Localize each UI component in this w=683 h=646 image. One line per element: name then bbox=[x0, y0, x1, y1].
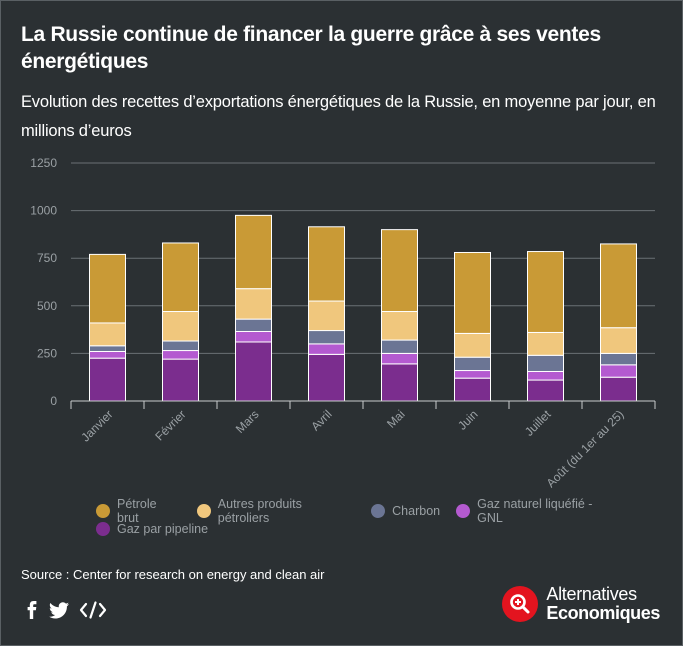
x-tick-label: Juillet bbox=[522, 407, 554, 439]
y-tick-label: 500 bbox=[37, 299, 57, 313]
bar-segment bbox=[162, 358, 199, 402]
legend-item[interactable]: Gaz par pipeline bbox=[96, 522, 208, 536]
source-note: Source : Center for research on energy a… bbox=[21, 567, 325, 582]
x-tick-label: Mai bbox=[384, 407, 408, 431]
bar-segment bbox=[454, 251, 491, 334]
legend-label: Charbon bbox=[392, 504, 441, 518]
bar-segment bbox=[527, 331, 564, 356]
x-tick-label: Avril bbox=[308, 407, 334, 433]
bar-segment bbox=[308, 353, 345, 402]
bar-segment bbox=[162, 340, 199, 352]
bar-segment bbox=[162, 242, 199, 313]
bar-segment bbox=[454, 356, 491, 372]
legend-item[interactable]: Gaz naturel liquéfié - GNL bbox=[456, 497, 620, 525]
bar-segment bbox=[527, 370, 564, 381]
bar-segment bbox=[235, 214, 272, 290]
bar-segment bbox=[89, 350, 126, 359]
bar-segment bbox=[527, 251, 564, 333]
y-tick-label: 0 bbox=[50, 394, 57, 408]
y-tick-label: 750 bbox=[37, 251, 57, 265]
stacked-bar-chart: 0 250 500 750 1000 1250 Janvier Février Mars Avri… bbox=[30, 156, 656, 490]
share-bar bbox=[25, 601, 117, 619]
legend-swatch bbox=[96, 504, 110, 518]
bar-segment bbox=[89, 345, 126, 352]
brand-logo[interactable]: Alternatives Economiques bbox=[502, 585, 660, 623]
bar-segment bbox=[600, 364, 637, 378]
bar-segment bbox=[235, 331, 272, 343]
legend-label: Autres produits pétroliers bbox=[217, 497, 302, 525]
legend-row: Gaz par pipeline bbox=[96, 520, 636, 538]
legend-label: Pétrole brut bbox=[117, 497, 157, 525]
chart-legend: Pétrole brut Autres produits pétroliers Ch… bbox=[96, 497, 636, 538]
bar-segment bbox=[235, 341, 272, 402]
bar-segment bbox=[235, 318, 272, 333]
bar-segment bbox=[381, 352, 418, 365]
bar-segment bbox=[381, 311, 418, 341]
bar-segment bbox=[89, 253, 126, 324]
bar-segment bbox=[308, 343, 345, 355]
brand-name-top: Alternatives bbox=[546, 584, 637, 604]
bar-segment bbox=[600, 376, 637, 402]
bar-segment bbox=[600, 243, 637, 329]
legend-label: Gaz par pipeline bbox=[117, 522, 209, 536]
facebook-icon[interactable] bbox=[25, 601, 39, 619]
y-tick-label: 1000 bbox=[30, 204, 57, 218]
brand-wordmark: Alternatives Economiques bbox=[546, 585, 660, 623]
legend-label: Gaz naturel liquéfié - GNL bbox=[477, 497, 593, 525]
legend-row: Pétrole brut Autres produits pétroliers Ch… bbox=[96, 497, 636, 525]
y-tick-label: 1250 bbox=[30, 156, 57, 170]
chart-subtitle: Evolution des recettes d’exportations én… bbox=[21, 93, 656, 140]
embed-code-icon[interactable] bbox=[79, 601, 107, 619]
x-tick-label: Février bbox=[152, 407, 188, 443]
chart-title: La Russie continue de financer la guerre… bbox=[21, 23, 601, 73]
brand-name-bottom: Economiques bbox=[546, 603, 660, 623]
legend-item[interactable]: Pétrole brut bbox=[96, 497, 181, 525]
legend-swatch bbox=[456, 504, 471, 518]
bar-segment bbox=[454, 332, 491, 358]
bar-segment bbox=[527, 354, 564, 372]
legend-swatch bbox=[96, 522, 110, 536]
bar-segment bbox=[527, 379, 564, 402]
bar-segment bbox=[308, 300, 345, 332]
y-tick-label: 250 bbox=[37, 346, 57, 360]
bar-segment bbox=[308, 226, 345, 302]
bar-segment bbox=[381, 339, 418, 354]
twitter-icon[interactable] bbox=[49, 601, 69, 619]
x-tick-label: Juin bbox=[455, 407, 480, 432]
bar-segment bbox=[162, 350, 199, 360]
magnifier-logo-icon bbox=[502, 586, 539, 622]
bar-segment bbox=[235, 288, 272, 320]
legend-item[interactable]: Charbon bbox=[371, 504, 440, 518]
bar-segment bbox=[89, 357, 126, 402]
x-tick-label: Janvier bbox=[78, 407, 115, 444]
bar-segment bbox=[454, 377, 491, 402]
x-tick-label: Mars bbox=[233, 407, 262, 436]
legend-swatch bbox=[371, 504, 386, 518]
bar-segment bbox=[162, 311, 199, 342]
bar-segment bbox=[89, 322, 126, 347]
bar-segment bbox=[600, 352, 637, 366]
bar-segment bbox=[381, 363, 418, 402]
bar-segment bbox=[454, 370, 491, 379]
bar-segment bbox=[308, 330, 345, 345]
legend-swatch bbox=[196, 504, 211, 518]
legend-item[interactable]: Autres produits pétroliers bbox=[196, 497, 355, 525]
x-tick-label: Août (du 1er au 25) bbox=[544, 407, 627, 490]
bar-segment bbox=[381, 229, 418, 313]
bar-segment bbox=[600, 327, 637, 354]
